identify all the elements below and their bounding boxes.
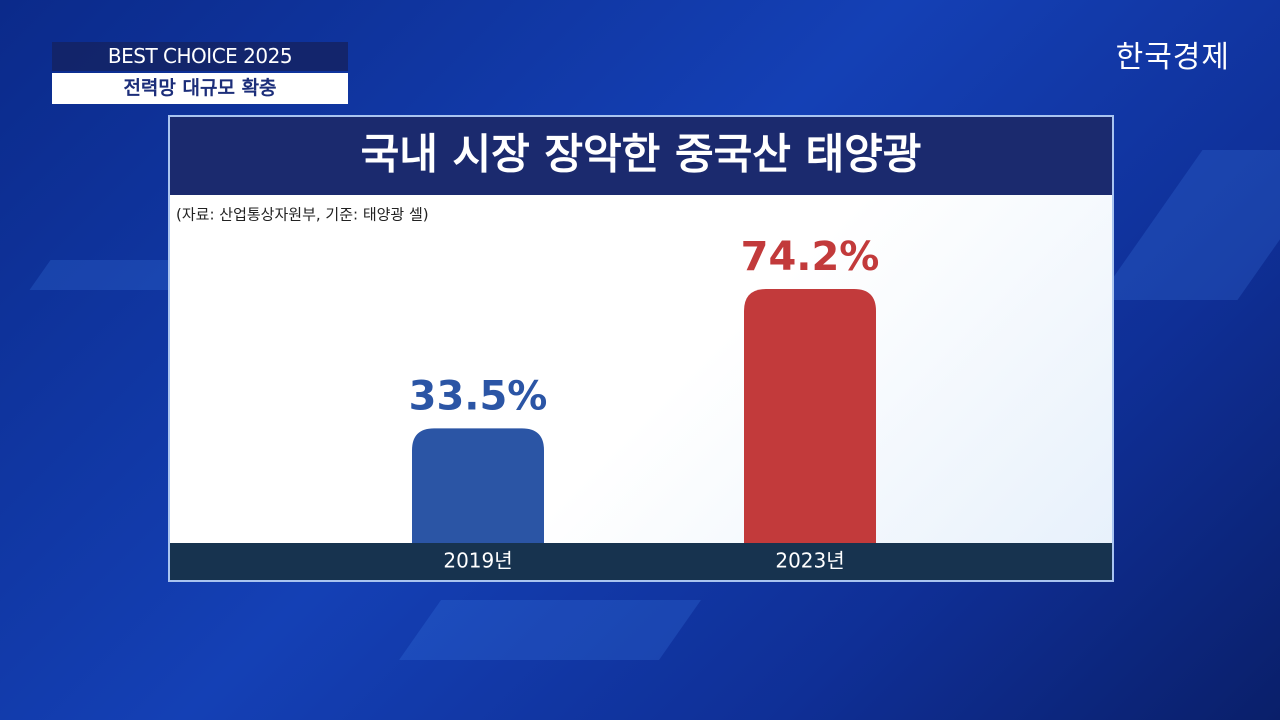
chart-panel: 국내 시장 장악한 중국산 태양광 (자료: 산업통상자원부, 기준: 태양광 … bbox=[168, 115, 1114, 582]
program-topic: 전력망 대규모 확충 bbox=[52, 73, 348, 104]
program-badge: BEST CHOICE 2025 전력망 대규모 확충 bbox=[52, 42, 348, 104]
program-title: BEST CHOICE 2025 bbox=[52, 42, 348, 71]
bar bbox=[412, 428, 544, 543]
title-bar bbox=[170, 117, 1112, 195]
category-band bbox=[170, 543, 1112, 580]
chart: 국내 시장 장악한 중국산 태양광 (자료: 산업통상자원부, 기준: 태양광 … bbox=[170, 117, 1112, 580]
logo: 한국경제 bbox=[1115, 40, 1230, 75]
chart-title: 국내 시장 장악한 중국산 태양광 bbox=[361, 130, 922, 179]
value-label: 74.2% bbox=[741, 234, 880, 280]
bar bbox=[744, 289, 876, 543]
source-note: (자료: 산업통상자원부, 기준: 태양광 셀) bbox=[176, 206, 429, 224]
value-label: 33.5% bbox=[409, 373, 548, 419]
x-tick-label: 2019년 bbox=[443, 549, 512, 573]
x-tick-label: 2023년 bbox=[775, 549, 844, 573]
decoration bbox=[1097, 150, 1280, 300]
decoration bbox=[398, 600, 702, 660]
